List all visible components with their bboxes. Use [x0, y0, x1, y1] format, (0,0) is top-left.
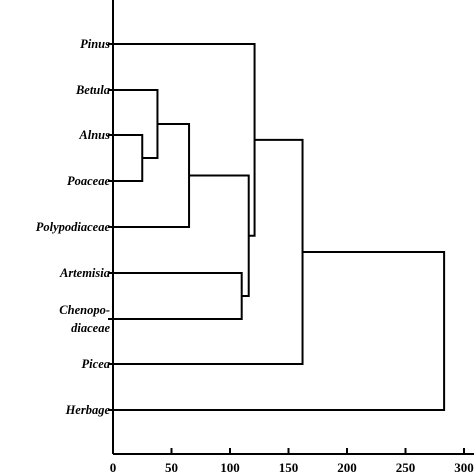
dendrogram-link-m8: [113, 250, 446, 411]
x-tick-label-300: 300: [454, 460, 474, 474]
leaf-label-artemisia: Artemisia: [59, 266, 110, 280]
dendrogram-link-m1: [113, 134, 144, 182]
dendrogram-link-m3: [113, 123, 191, 228]
dendrogram-link-m2: [113, 89, 159, 159]
dendrogram-link-m6: [113, 43, 256, 237]
leaf-label-betula: Betula: [75, 83, 110, 97]
leaf-label-chenopodiaceae-2: diaceae: [71, 321, 110, 335]
x-tick-label-0: 0: [110, 460, 117, 474]
leaf-label-herbage: Herbage: [65, 403, 111, 417]
leaf-label-alnus: Alnus: [78, 128, 110, 142]
x-tick-label-100: 100: [220, 460, 240, 474]
leaf-label-picea: Picea: [82, 357, 110, 371]
x-tick-label-50: 50: [165, 460, 178, 474]
leaf-label-chenopodiaceae-1: Chenopo-: [59, 303, 110, 317]
leaf-label-pinus: Pinus: [80, 37, 110, 51]
x-tick-label-200: 200: [337, 460, 357, 474]
leaf-label-poaceae: Poaceae: [67, 174, 110, 188]
leaf-label-polypodiaceae: Polypodiaceae: [36, 220, 111, 234]
x-tick-label-150: 150: [279, 460, 299, 474]
x-tick-label-250: 250: [396, 460, 416, 474]
dendrogram-link-m4: [113, 272, 243, 320]
dendrogram-link-m5: [189, 174, 250, 297]
